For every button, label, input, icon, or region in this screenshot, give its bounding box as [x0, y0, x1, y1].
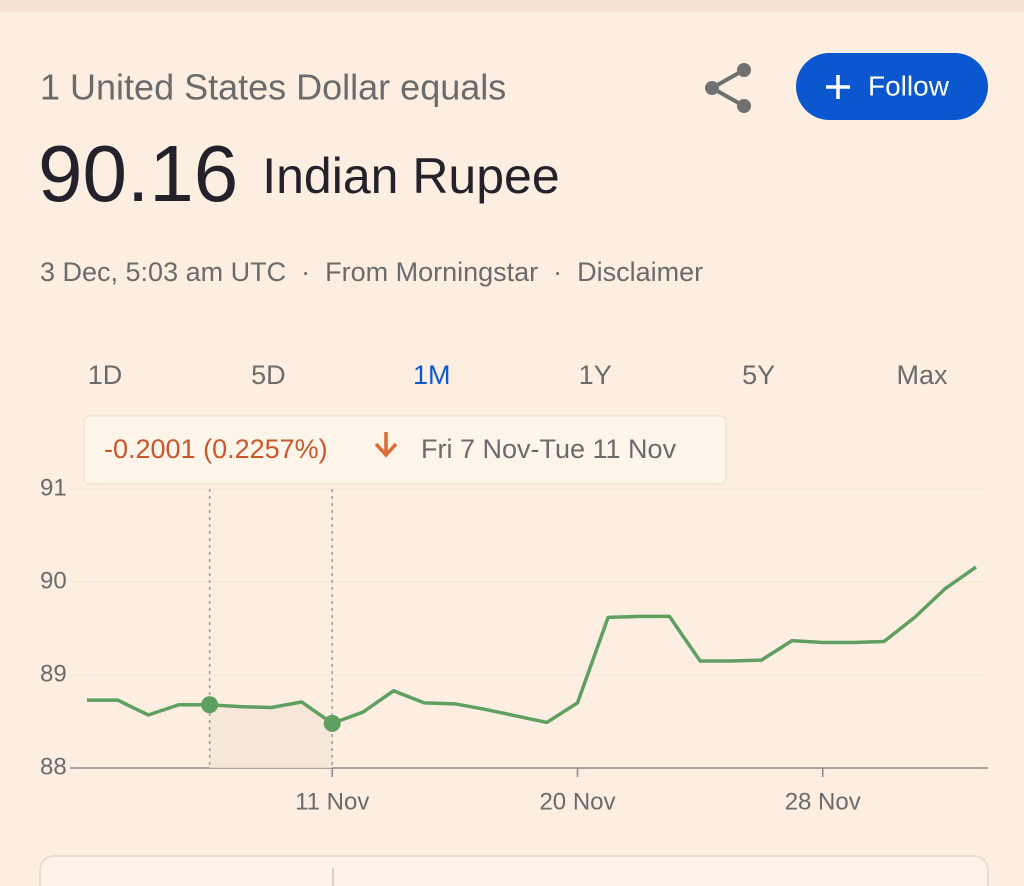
highlight-area [209, 701, 333, 768]
plus-icon [826, 75, 850, 99]
x-tick-label: 11 Nov [295, 788, 369, 815]
down-arrow [374, 432, 398, 458]
price-line [87, 565, 978, 726]
y-tick-label: 88 [40, 753, 67, 780]
disclaimer[interactable]: Disclaimer [577, 257, 703, 287]
meta: 3 Dec, 5:03 am UTC · From Morningstar · … [40, 257, 703, 287]
source: From Morningstar [325, 257, 538, 287]
tab[interactable]: 1D [88, 360, 123, 390]
highlight-point [201, 696, 219, 714]
tab[interactable]: 5D [251, 360, 286, 390]
share-icon[interactable] [705, 63, 751, 113]
tooltip-change: -0.2001 (0.2257%) [104, 434, 328, 464]
tooltip-range: Fri 7 Nov-Tue 11 Nov [421, 434, 677, 464]
tooltip-bg [83, 415, 727, 485]
bottom-card [39, 855, 989, 886]
tabs: 1D 5D 1M 1Y 5Y Max [88, 360, 948, 390]
top-strip [0, 0, 1024, 12]
follow-button[interactable]: Follow [796, 53, 988, 120]
tab[interactable]: 1Y [579, 360, 612, 390]
highlight-point [323, 714, 341, 732]
rate: 90.16 Indian Rupee [38, 129, 560, 218]
plot: 88 89 90 91 11 Nov 20 Nov 28 Nov [40, 474, 988, 815]
follow-bg [796, 53, 988, 120]
timestamp: 3 Dec, 5:03 am UTC [40, 257, 286, 287]
currency: Indian Rupee [262, 148, 559, 204]
follow-label: Follow [868, 70, 950, 101]
tab[interactable]: Max [896, 360, 948, 390]
tooltip: -0.2001 (0.2257%) Fri 7 Nov-Tue 11 Nov [83, 415, 727, 485]
x-tick-label: 28 Nov [785, 788, 861, 815]
tab[interactable]: 1M [413, 360, 451, 390]
y-tick-label: 90 [40, 567, 67, 594]
y-tick-label: 91 [40, 474, 67, 501]
prefix: 1 United States Dollar equals [40, 67, 506, 108]
rate-value: 90.16 [38, 129, 238, 218]
y-tick-label: 89 [40, 660, 67, 687]
tab[interactable]: 5Y [742, 360, 775, 390]
x-tick-label: 20 Nov [539, 788, 615, 815]
